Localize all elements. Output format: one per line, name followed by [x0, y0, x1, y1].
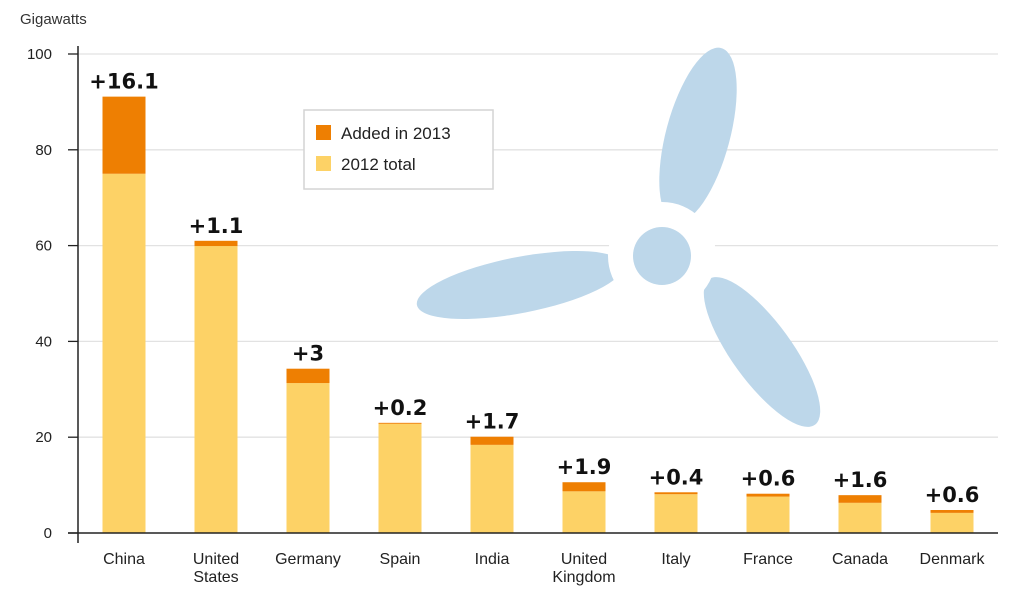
bar-added-2013 [102, 96, 146, 174]
legend-swatch-2012 [316, 156, 331, 171]
x-tick-label: United [193, 551, 239, 568]
data-label: +16.1 [89, 70, 158, 94]
turbine-blade-right [703, 277, 821, 427]
bar-2012-total [838, 502, 882, 533]
turbine-blade-top [659, 47, 737, 223]
bars [102, 96, 974, 534]
data-label: +0.6 [741, 467, 796, 491]
data-label: +3 [292, 342, 324, 366]
legend-label-2012: 2012 total [341, 155, 416, 174]
data-labels: +16.1 +1.1 +3 +0.2 +1.7 +1.9 +0.4 +0.6 +1.6 +0.6 [89, 70, 979, 507]
y-axis-title: Gigawatts [20, 11, 87, 28]
bar-2012-total [470, 444, 514, 533]
data-label: +1.6 [833, 468, 888, 492]
bar-added-2013 [838, 495, 882, 503]
y-tick-label: 40 [35, 333, 52, 350]
bar-2012-total [562, 491, 606, 533]
bar-added-2013 [746, 493, 790, 497]
data-label: +0.4 [649, 465, 704, 489]
x-tick-label: India [475, 551, 510, 568]
x-tick-label: Germany [275, 551, 341, 568]
data-label: +0.6 [925, 483, 980, 507]
bar-added-2013 [194, 240, 238, 247]
bar-added-2013 [654, 492, 698, 495]
data-label: +0.2 [373, 396, 428, 420]
turbine-hub [633, 227, 691, 285]
y-tick-label: 20 [35, 429, 52, 446]
data-label: +1.7 [465, 410, 520, 434]
legend-swatch-added [316, 125, 331, 140]
y-tick-label: 80 [35, 142, 52, 159]
bar-2012-total [930, 512, 974, 533]
bar-added-2013 [470, 436, 514, 445]
bar-2012-total [746, 496, 790, 533]
legend-label-added: Added in 2013 [341, 124, 451, 143]
x-tick-label: Canada [832, 551, 888, 568]
bar-added-2013 [378, 422, 422, 424]
x-tick-label: Italy [661, 551, 690, 568]
data-label: +1.1 [189, 214, 244, 238]
bar-2012-total [102, 173, 146, 533]
x-tick-label: Kingdom [552, 569, 615, 586]
turbine-blade-left [416, 250, 624, 320]
y-tick-label: 100 [27, 46, 52, 63]
bar-added-2013 [286, 368, 330, 384]
y-tick-label: 0 [44, 525, 52, 542]
x-tick-label: Denmark [920, 551, 986, 568]
bar-2012-total [378, 423, 422, 533]
bar-2012-total [286, 383, 330, 533]
x-tick-label: States [193, 569, 238, 586]
data-label: +1.9 [557, 455, 612, 479]
x-tick-label: China [103, 551, 145, 568]
legend-box [303, 109, 494, 190]
bar-added-2013 [562, 482, 606, 492]
bar-2012-total [654, 494, 698, 533]
bar-2012-total [194, 246, 238, 534]
x-tick-label: France [743, 551, 793, 568]
bar-added-2013 [930, 510, 974, 513]
legend: Added in 2013 2012 total [303, 109, 494, 190]
wind-turbine-icon [416, 47, 821, 427]
y-tick-label: 60 [35, 238, 52, 255]
x-tick-label: United [561, 551, 607, 568]
x-tick-label: Spain [380, 551, 421, 568]
